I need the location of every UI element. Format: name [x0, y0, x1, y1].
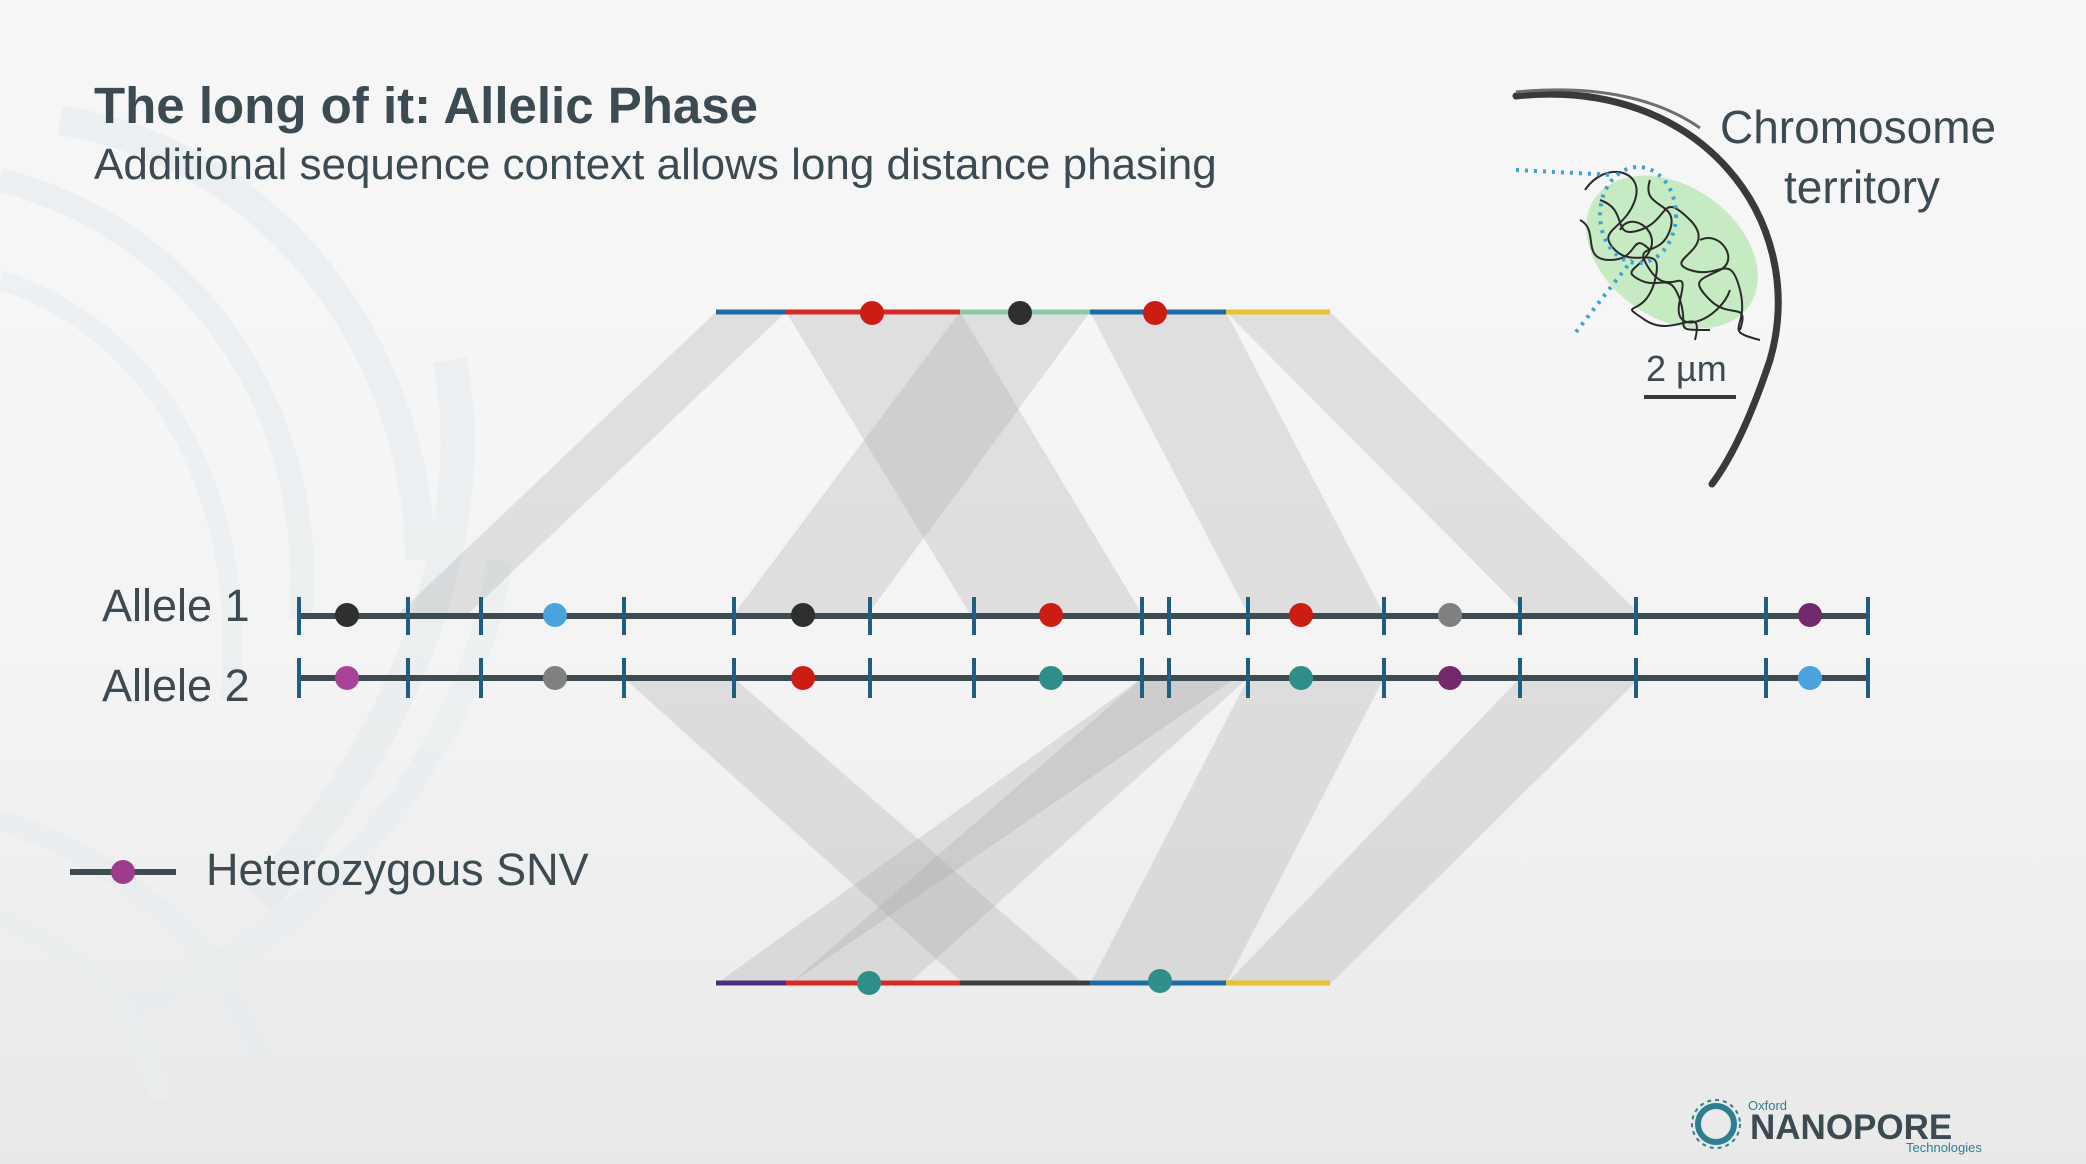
- logo-oxford: Oxford: [1748, 1098, 1788, 1113]
- snv-dot: [543, 666, 567, 690]
- snv-dot: [1008, 301, 1032, 325]
- bottom-read: [716, 969, 1330, 995]
- snv-dot: [1039, 666, 1063, 690]
- snv-dot: [1039, 603, 1063, 627]
- snv-dot: [1143, 301, 1167, 325]
- snv-dot: [860, 301, 884, 325]
- alignment-band: [1090, 678, 1384, 984]
- snv-dot: [1798, 603, 1822, 627]
- slide-title: The long of it: Allelic Phase: [94, 77, 759, 134]
- alignment-band: [1090, 312, 1384, 614]
- snv-dot: [543, 603, 567, 627]
- dotted-guide: [1515, 168, 1615, 177]
- snv-dot: [1148, 969, 1172, 993]
- inset-label-line1: Chromosome: [1720, 101, 1997, 153]
- snv-dot: [1289, 666, 1313, 690]
- allele-1-track: [297, 597, 1870, 635]
- chromosome-territory-inset: [1512, 88, 1782, 488]
- snv-dot: [1438, 603, 1462, 627]
- alignment-band: [624, 678, 1084, 984]
- alignment-band: [716, 678, 1236, 984]
- snv-dot: [1289, 603, 1313, 627]
- alignment-band: [1226, 678, 1640, 984]
- top-read: [716, 301, 1330, 325]
- scale-bar-label: 2 µm: [1646, 348, 1727, 389]
- snv-dot: [335, 666, 359, 690]
- snv-dot: [335, 603, 359, 627]
- chromatin-scribble: [1579, 171, 1761, 341]
- allele-2-track: [297, 658, 1870, 698]
- segment-ticks: [297, 658, 1870, 698]
- logo-nanopore: NANOPORE: [1750, 1108, 1953, 1147]
- snv-dot: [791, 603, 815, 627]
- snv-dot: [1798, 666, 1822, 690]
- alignment-band: [786, 312, 1142, 614]
- legend-snv-dot: [111, 860, 135, 884]
- territory-blob: [1586, 175, 1758, 329]
- legend-label: Heterozygous SNV: [206, 844, 589, 895]
- snv-dot: [1438, 666, 1462, 690]
- alignment-band: [790, 678, 1248, 984]
- alignment-band: [398, 312, 786, 614]
- alignment-band: [734, 312, 1090, 614]
- background-swirl: [0, 105, 513, 1102]
- dotted-zoom-circle: [1598, 165, 1678, 265]
- inset-label-line2: territory: [1784, 161, 1940, 213]
- dotted-guide: [1574, 258, 1634, 334]
- nucleus-arc: [1512, 90, 1782, 488]
- slide-subtitle: Additional sequence context allows long …: [94, 140, 1217, 189]
- snv-dot: [791, 666, 815, 690]
- allele-1-label: Allele 1: [102, 580, 250, 631]
- snv-dot: [857, 971, 881, 995]
- segment-ticks: [297, 597, 1870, 635]
- logo-technologies: Technologies: [1906, 1140, 1982, 1155]
- alignment-band: [1226, 312, 1640, 614]
- alignment-bands: [398, 312, 1640, 984]
- nucleus-arc-edge: [1515, 88, 1701, 130]
- legend-swatch: [70, 860, 176, 884]
- allele-2-label: Allele 2: [102, 660, 250, 711]
- nanopore-logo-mark: [1691, 1099, 1741, 1149]
